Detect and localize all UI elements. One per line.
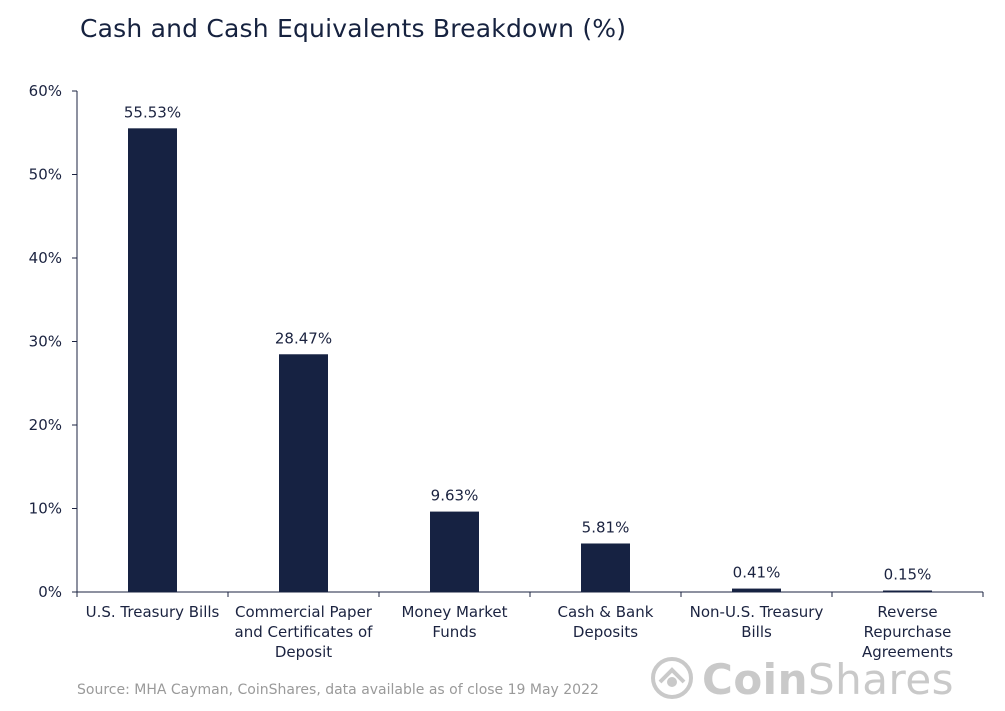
data-label: 55.53% <box>124 103 181 121</box>
y-tick-label: 40% <box>29 249 62 267</box>
bar <box>128 128 177 592</box>
data-label: 28.47% <box>275 329 332 347</box>
logo-wordmark: CoinShares <box>702 655 954 704</box>
data-label: 5.81% <box>582 518 630 536</box>
data-label: 9.63% <box>431 487 479 505</box>
category-label: Money Market <box>401 603 507 621</box>
source-note: Source: MHA Cayman, CoinShares, data ava… <box>77 682 599 698</box>
category-label: and Certificates of <box>235 623 374 641</box>
x-axis <box>76 591 984 597</box>
category-label: Commercial Paper <box>235 603 373 621</box>
category-label: Repurchase <box>864 623 952 641</box>
chart-title: Cash and Cash Equivalents Breakdown (%) <box>80 14 627 43</box>
y-tick-label: 0% <box>38 583 62 601</box>
logo-text-light: Shares <box>807 655 955 704</box>
category-label: U.S. Treasury Bills <box>86 603 220 621</box>
bar <box>279 354 328 592</box>
y-tick-label: 20% <box>29 416 62 434</box>
coinshares-logo: CoinShares <box>650 655 954 704</box>
y-tick-label: 60% <box>29 82 62 100</box>
logo-text-bold: Coin <box>702 655 808 704</box>
y-axis: 0% 10% 20% 30% 40% 50% 60% <box>29 82 78 601</box>
bars <box>128 128 932 592</box>
category-labels: U.S. Treasury Bills Commercial Paper and C… <box>86 603 954 661</box>
bar <box>430 511 479 592</box>
category-label: Reverse <box>877 603 937 621</box>
category-label: Cash & Bank <box>558 603 654 621</box>
y-tick-label: 50% <box>29 166 62 184</box>
category-label: Deposit <box>275 643 332 661</box>
data-label: 0.15% <box>884 566 932 584</box>
bar <box>581 543 630 592</box>
y-tick-label: 30% <box>29 333 62 351</box>
coinshares-logo-icon <box>650 656 694 704</box>
bar <box>732 588 781 592</box>
category-label: Agreements <box>862 643 953 661</box>
data-labels: 55.53% 28.47% 9.63% 5.81% 0.41% 0.15% <box>124 103 931 583</box>
category-label: Non-U.S. Treasury <box>690 603 824 621</box>
y-tick-label: 10% <box>29 500 62 518</box>
category-label: Bills <box>741 623 772 641</box>
data-label: 0.41% <box>733 564 781 582</box>
category-label: Funds <box>432 623 476 641</box>
category-label: Deposits <box>573 623 638 641</box>
bar <box>883 590 932 592</box>
